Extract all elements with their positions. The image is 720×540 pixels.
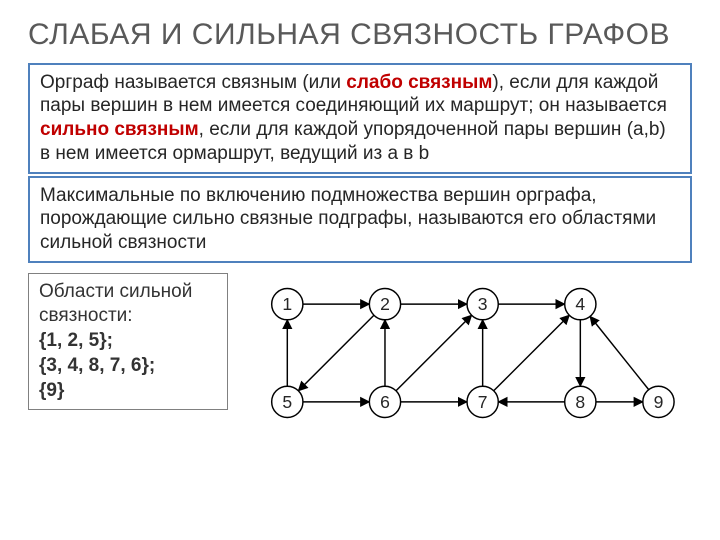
- graph-node-label: 4: [575, 294, 585, 314]
- graph-node-label: 1: [282, 294, 292, 314]
- graph-node-label: 8: [575, 392, 585, 412]
- graph-node-label: 5: [282, 392, 292, 412]
- region-2: {3, 4, 8, 7, 6};: [39, 354, 217, 379]
- regions-box: Области сильной связности: {1, 2, 5}; {3…: [28, 273, 228, 410]
- graph-node-label: 7: [478, 392, 488, 412]
- bottom-row: Области сильной связности: {1, 2, 5}; {3…: [28, 273, 692, 433]
- def-em1: слабо связным: [346, 72, 492, 93]
- graph-node-label: 9: [654, 392, 664, 412]
- slide: СЛАБАЯ И СИЛЬНАЯ СВЯЗНОСТЬ ГРАФОВ Орграф…: [0, 0, 720, 540]
- graph-container: 1 2 3 4 5 6 7 8 9: [244, 273, 692, 433]
- graph-svg: 1 2 3 4 5 6 7 8 9: [258, 273, 678, 433]
- def-text-pre1: Орграф называется связным (или: [40, 72, 346, 93]
- def-em2: сильно связным: [40, 119, 199, 140]
- graph-node-label: 2: [380, 294, 390, 314]
- region-1: {1, 2, 5};: [39, 329, 217, 354]
- graph-edge: [590, 316, 649, 389]
- graph-edge: [396, 315, 472, 391]
- regions-heading: Области сильной связности:: [39, 280, 217, 329]
- graph-edge: [494, 315, 570, 391]
- graph-edge: [298, 315, 374, 391]
- graph-node-label: 6: [380, 392, 390, 412]
- graph-node-label: 3: [478, 294, 488, 314]
- slide-title: СЛАБАЯ И СИЛЬНАЯ СВЯЗНОСТЬ ГРАФОВ: [28, 18, 692, 53]
- region-3: {9}: [39, 379, 217, 404]
- definition-box-2: Максимальные по включению подмножества в…: [28, 176, 692, 263]
- definition-box-1: Орграф называется связным (или слабо свя…: [28, 63, 692, 174]
